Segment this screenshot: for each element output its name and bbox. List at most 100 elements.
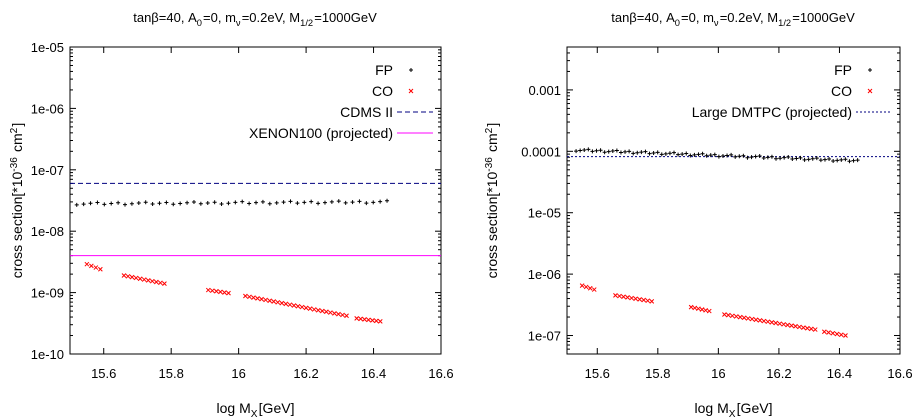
fp-point-33 [302,200,307,205]
x-axis-label: log MX [GeV] [695,400,773,419]
co-point-39 [797,324,802,330]
co-point-19 [222,290,227,295]
co-point-38 [793,323,798,329]
fp-point-8 [606,149,611,154]
fp-point-46 [761,155,766,160]
fp-point-27 [684,151,689,156]
co-point-22 [247,294,252,300]
fp-point-56 [802,157,807,162]
co-point-48 [838,332,844,338]
fp-point-53 [790,157,795,162]
fp-point-11 [150,202,155,207]
co-point-8 [137,276,143,282]
fp-point-33 [708,153,713,158]
co-point-2 [587,285,593,291]
y-tick-label: 1e-07 [528,329,561,344]
fp-point-17 [191,199,196,204]
fp-point-42 [364,201,369,206]
fp-point-63 [831,158,836,163]
fp-point-37 [329,199,334,204]
fp-point-14 [171,202,176,207]
fp-point-58 [810,156,815,161]
co-point-47 [354,316,360,321]
fp-point-7 [602,150,607,155]
y-tick-label: 1e-06 [528,267,561,282]
co-point-28 [271,299,277,304]
co-point-8 [629,295,634,301]
co-point-5 [617,293,622,299]
co-point-4 [613,293,618,298]
fp-point-69 [855,158,860,163]
co-point-17 [699,307,705,312]
x-tick-label: 15.8 [159,366,184,381]
fp-point-1 [578,148,583,153]
co-point-18 [218,289,223,295]
co-point-23 [251,295,256,300]
co-point-31 [765,319,771,325]
co-point-36 [303,305,309,311]
fp-point-30 [281,200,286,205]
co-point-37 [789,323,794,328]
legend-label: CO [831,83,852,99]
co-point-24 [255,296,260,301]
fp-series [74,198,390,207]
co-point-36 [785,322,790,328]
fp-point-6 [598,148,603,153]
fp-point-29 [274,200,279,205]
co-point-38 [311,307,317,312]
co-point-23 [733,314,739,319]
fp-point-5 [109,201,114,206]
fp-point-18 [198,201,203,206]
fp-point-28 [688,153,693,158]
co-point-31 [283,301,289,307]
fp-point-13 [627,149,632,154]
x-axis-label: log MX [GeV] [217,400,295,419]
x-tick-label: 16 [711,366,725,381]
x-tick-label: 15.6 [91,366,116,381]
fp-point-34 [712,152,717,157]
chart-panel-2: 15.6 15.8 16 16.2 16.4 16.6 1e-07 1e-06 1e-05 0.0… [484,10,913,419]
co-point-29 [757,318,763,323]
fp-point-39 [343,200,348,205]
legend-label: CO [372,83,393,99]
co-point-12 [645,298,651,304]
co-point-6 [621,294,626,300]
fp-point-61 [822,157,827,162]
co-point-7 [133,275,139,281]
co-point-14 [162,281,167,286]
co-point-9 [141,277,147,282]
co-point-17 [214,288,219,294]
plot-frame [566,46,901,355]
fp-point-2 [88,201,93,206]
legend-label: XENON100 (projected) [249,125,393,141]
fp-point-19 [205,200,210,205]
co-point-44 [336,311,341,317]
co-point-9 [633,296,638,302]
fp-point-18 [647,151,652,156]
fp-point-3 [95,200,100,205]
fp-point-32 [295,201,300,206]
co-point-42 [808,326,814,332]
co-point-1 [583,284,589,290]
fp-point-30 [696,152,701,157]
co-point-37 [307,306,313,311]
fp-point-57 [806,157,811,162]
co-point-32 [287,302,293,308]
fp-point-9 [610,149,615,154]
legend-label: Large DMTPC (projected) [692,104,852,120]
fp-point-52 [786,155,791,160]
y-tick-label: 0.001 [528,83,561,98]
fp-point-41 [357,199,362,204]
fp-point-11 [618,150,623,155]
co-point-24 [737,314,743,320]
fp-point-21 [659,152,664,157]
co-point-45 [340,312,345,318]
co-point-5 [125,273,131,279]
fp-point-31 [700,151,705,156]
co-point-14 [688,304,694,310]
co-series [579,283,848,338]
y-tick-label: 1e-08 [31,224,64,239]
fp-point-0 [74,202,79,207]
co-point-35 [781,321,787,327]
fp-point-5 [594,148,599,153]
